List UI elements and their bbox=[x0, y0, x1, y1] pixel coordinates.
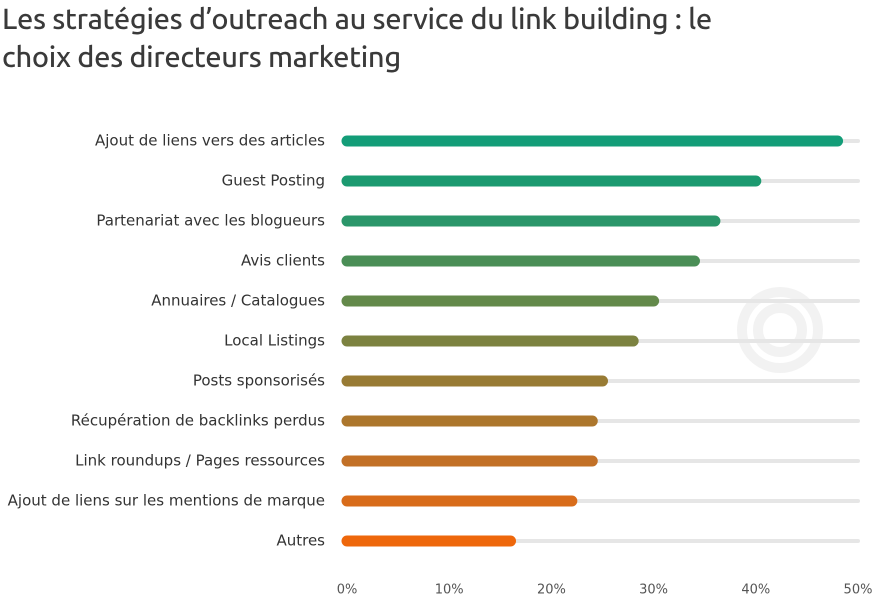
y-tick-label: Local Listings bbox=[224, 332, 325, 350]
x-tick-label: 50% bbox=[844, 583, 873, 597]
y-tick-label: Guest Posting bbox=[222, 172, 325, 190]
y-tick-label: Ajout de liens sur les mentions de marqu… bbox=[8, 492, 325, 510]
y-tick-label: Posts sponsorisés bbox=[193, 372, 325, 390]
y-tick-label: Ajout de liens vers des articles bbox=[95, 132, 325, 150]
y-tick-label: Link roundups / Pages ressources bbox=[75, 452, 325, 470]
y-tick-label: Annuaires / Catalogues bbox=[151, 292, 325, 310]
y-tick-label: Partenariat avec les blogueurs bbox=[96, 212, 325, 230]
y-tick-label: Autres bbox=[276, 532, 325, 550]
x-tick-label: 30% bbox=[639, 583, 668, 597]
chart-title: Les stratégies d’outreach au service du … bbox=[2, 3, 712, 73]
y-tick-label: Récupération de backlinks perdus bbox=[71, 412, 325, 430]
x-tick-label: 20% bbox=[537, 583, 566, 597]
x-tick-label: 40% bbox=[741, 583, 770, 597]
watermark bbox=[737, 287, 823, 373]
y-tick-label: Avis clients bbox=[241, 252, 325, 270]
x-tick-label: 0% bbox=[337, 583, 358, 597]
x-tick-label: 10% bbox=[435, 583, 464, 597]
